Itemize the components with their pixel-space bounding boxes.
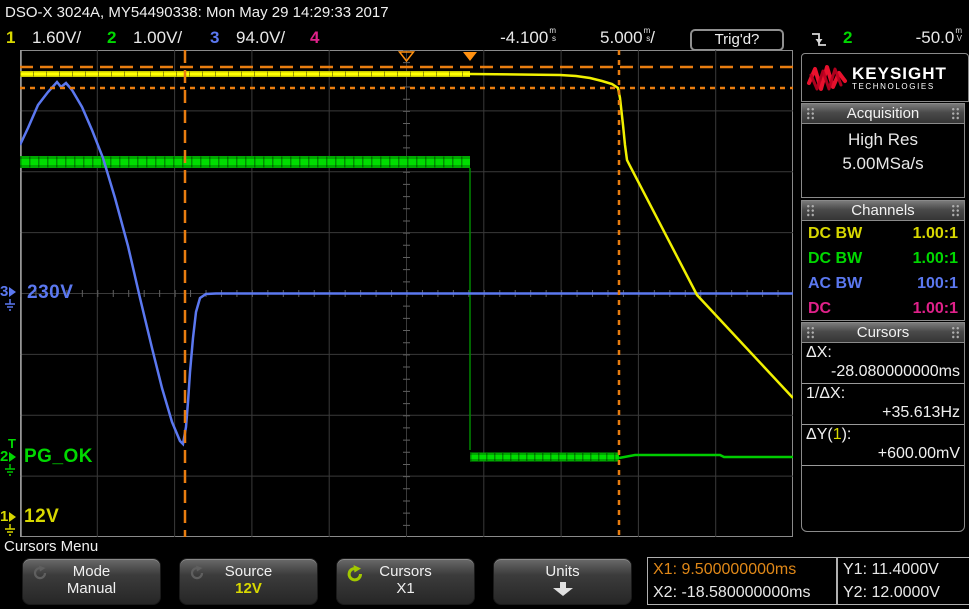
channel1-scale[interactable]: 1.60V/: [32, 28, 82, 47]
channel4-coupling-row: DC 1.00:1: [808, 300, 958, 317]
inverse-delta-x-value: +35.613Hz: [882, 404, 960, 421]
channel3-scale[interactable]: 94.0V/: [236, 28, 286, 47]
divider: [802, 424, 964, 425]
down-arrow-icon: [552, 582, 573, 596]
trigger-position-marker[interactable]: [463, 52, 477, 61]
logo-brand-text: KEYSIGHT: [852, 63, 947, 83]
softkey-mode[interactable]: Mode Manual: [22, 558, 161, 605]
inverse-delta-x-label: 1/ΔX:: [806, 385, 846, 402]
timebase-readout: 5.000 m s /: [600, 26, 655, 48]
channel1-label: 12V: [24, 506, 60, 527]
divider: [802, 383, 964, 384]
channel3-coupling-row: AC BW 100:1: [808, 275, 958, 292]
softkey-units[interactable]: Units: [493, 558, 632, 605]
logo-sub-text: TECHNOLOGIES: [852, 81, 935, 91]
y2-value: Y2: 12.0000V: [843, 584, 940, 601]
channel2-ground-icon: [5, 464, 15, 476]
title-bar: DSO-X 3024A, MY54490338: Mon May 29 14:2…: [5, 4, 389, 21]
waveform-grid: [20, 50, 793, 537]
delta-x-value: -28.080000000ms: [831, 363, 960, 380]
channel3-label: 230V: [27, 282, 74, 303]
channel1-ground-marker[interactable]: 1: [0, 509, 17, 524]
rotary-knob-icon: [33, 565, 47, 580]
channels-panel: Channels DC BW 1.00:1 DC BW 1.00:1 AC BW 10…: [801, 200, 965, 321]
softkey-source[interactable]: Source 12V: [179, 558, 318, 605]
trigger-edge-icon: [812, 33, 826, 46]
channel2-scale[interactable]: 1.00V/: [133, 28, 183, 47]
grip-icon: [806, 107, 815, 120]
delta-x-label: ΔX:: [806, 344, 832, 361]
trigger-level-readout: -50.0 m V: [915, 26, 962, 48]
keysight-logo: KEYSIGHT TECHNOLOGIES: [801, 53, 969, 102]
grip-icon: [950, 204, 960, 217]
time-reference-marker: [397, 51, 416, 63]
channel2-ground-marker[interactable]: 2: [0, 449, 17, 464]
channel2-label: PG_OK: [24, 446, 94, 467]
delay-readout: -4.100 m s: [500, 26, 556, 48]
x1-value: X1: 9.500000000ms: [653, 561, 797, 578]
delta-y-value: +600.00mV: [877, 445, 960, 462]
grip-icon: [950, 107, 960, 120]
cursors-panel: Cursors ΔX: -28.080000000ms 1/ΔX: +35.61…: [801, 322, 965, 532]
x2-value: X2: -18.580000000ms: [653, 584, 811, 601]
trace-channel3: [20, 80, 793, 447]
channel3-number[interactable]: 3: [210, 28, 220, 47]
rotary-knob-icon: [190, 565, 204, 580]
channels-header[interactable]: Channels: [802, 201, 964, 221]
channel3-ground-marker[interactable]: 3: [0, 284, 17, 299]
keysight-spark-icon: [807, 64, 847, 91]
sidebar: KEYSIGHT TECHNOLOGIES Acquisition High R…: [800, 50, 969, 537]
acquisition-panel: Acquisition High Res 5.00MSa/s: [801, 103, 965, 198]
y-cursor-readout: Y1: 11.4000V Y2: 12.0000V: [837, 557, 969, 605]
cursors-header[interactable]: Cursors: [802, 323, 964, 343]
delta-y-label: ΔY(1):: [806, 426, 852, 443]
channel2-coupling-row: DC BW 1.00:1: [808, 250, 958, 267]
divider: [802, 465, 964, 466]
acquisition-header[interactable]: Acquisition: [802, 104, 964, 124]
grip-icon: [806, 204, 815, 217]
menu-title: Cursors Menu: [4, 538, 99, 555]
rotary-knob-active-icon: [347, 565, 363, 582]
trigger-level-marker[interactable]: T: [8, 436, 16, 451]
channel1-ground-icon: [5, 524, 15, 536]
trace-channel2: [20, 156, 793, 462]
channel2-number[interactable]: 2: [107, 28, 117, 47]
grip-icon: [806, 326, 815, 339]
y1-value: Y1: 11.4000V: [843, 561, 939, 578]
status-row: 1 1.60V/ 2 1.00V/ 3 94.0V/ 4 -4.100 m s 5.…: [0, 27, 969, 50]
acquisition-mode: High Res: [848, 130, 918, 149]
channel3-ground-icon: [5, 299, 15, 311]
x-cursor-readout: X1: 9.500000000ms X2: -18.580000000ms: [647, 557, 837, 605]
trigger-source-label: 2: [843, 28, 853, 47]
channel4-number[interactable]: 4: [310, 28, 320, 47]
acquisition-rate: 5.00MSa/s: [842, 154, 924, 173]
softkey-cursors[interactable]: Cursors X1: [336, 558, 475, 605]
channel1-number[interactable]: 1: [6, 28, 16, 47]
trigger-status-badge: Trig'd?: [690, 29, 784, 51]
channel1-coupling-row: DC BW 1.00:1: [808, 225, 958, 242]
grip-icon: [950, 326, 960, 339]
